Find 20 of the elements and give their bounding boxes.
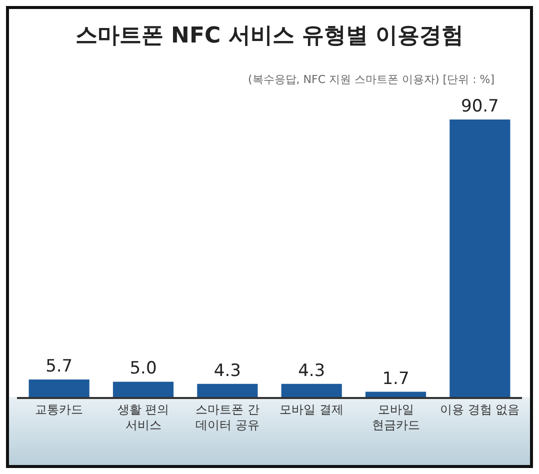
bar xyxy=(450,120,510,397)
x-tick-label: 모바일 현금카드 xyxy=(372,402,420,432)
data-label: 5.0 xyxy=(130,358,157,379)
chart-title: 스마트폰 NFC 서비스 유형별 이용경험 xyxy=(75,24,464,49)
x-tick-label: 생활 편의 서비스 xyxy=(117,402,170,432)
data-label: 4.3 xyxy=(214,360,241,381)
bar xyxy=(365,392,426,397)
data-label: 4.3 xyxy=(298,360,326,381)
data-label: 90.7 xyxy=(460,96,499,117)
bar xyxy=(112,382,174,397)
data-label: 5.7 xyxy=(46,356,73,377)
bar xyxy=(281,384,342,397)
bar xyxy=(28,380,90,397)
x-tick-label: 스마트폰 간 데이터 공유 xyxy=(196,402,260,432)
chart-subtitle: (복수응답, NFC 지원 스마트폰 이용자) [단위 : %] xyxy=(248,73,495,86)
x-tick-label: 교통카드 xyxy=(35,402,84,416)
bar xyxy=(197,384,258,397)
x-tick-label: 이용 경험 없음 xyxy=(440,402,520,416)
x-tick-label: 모바일 결제 xyxy=(280,402,344,416)
data-label: 1.7 xyxy=(382,368,410,389)
